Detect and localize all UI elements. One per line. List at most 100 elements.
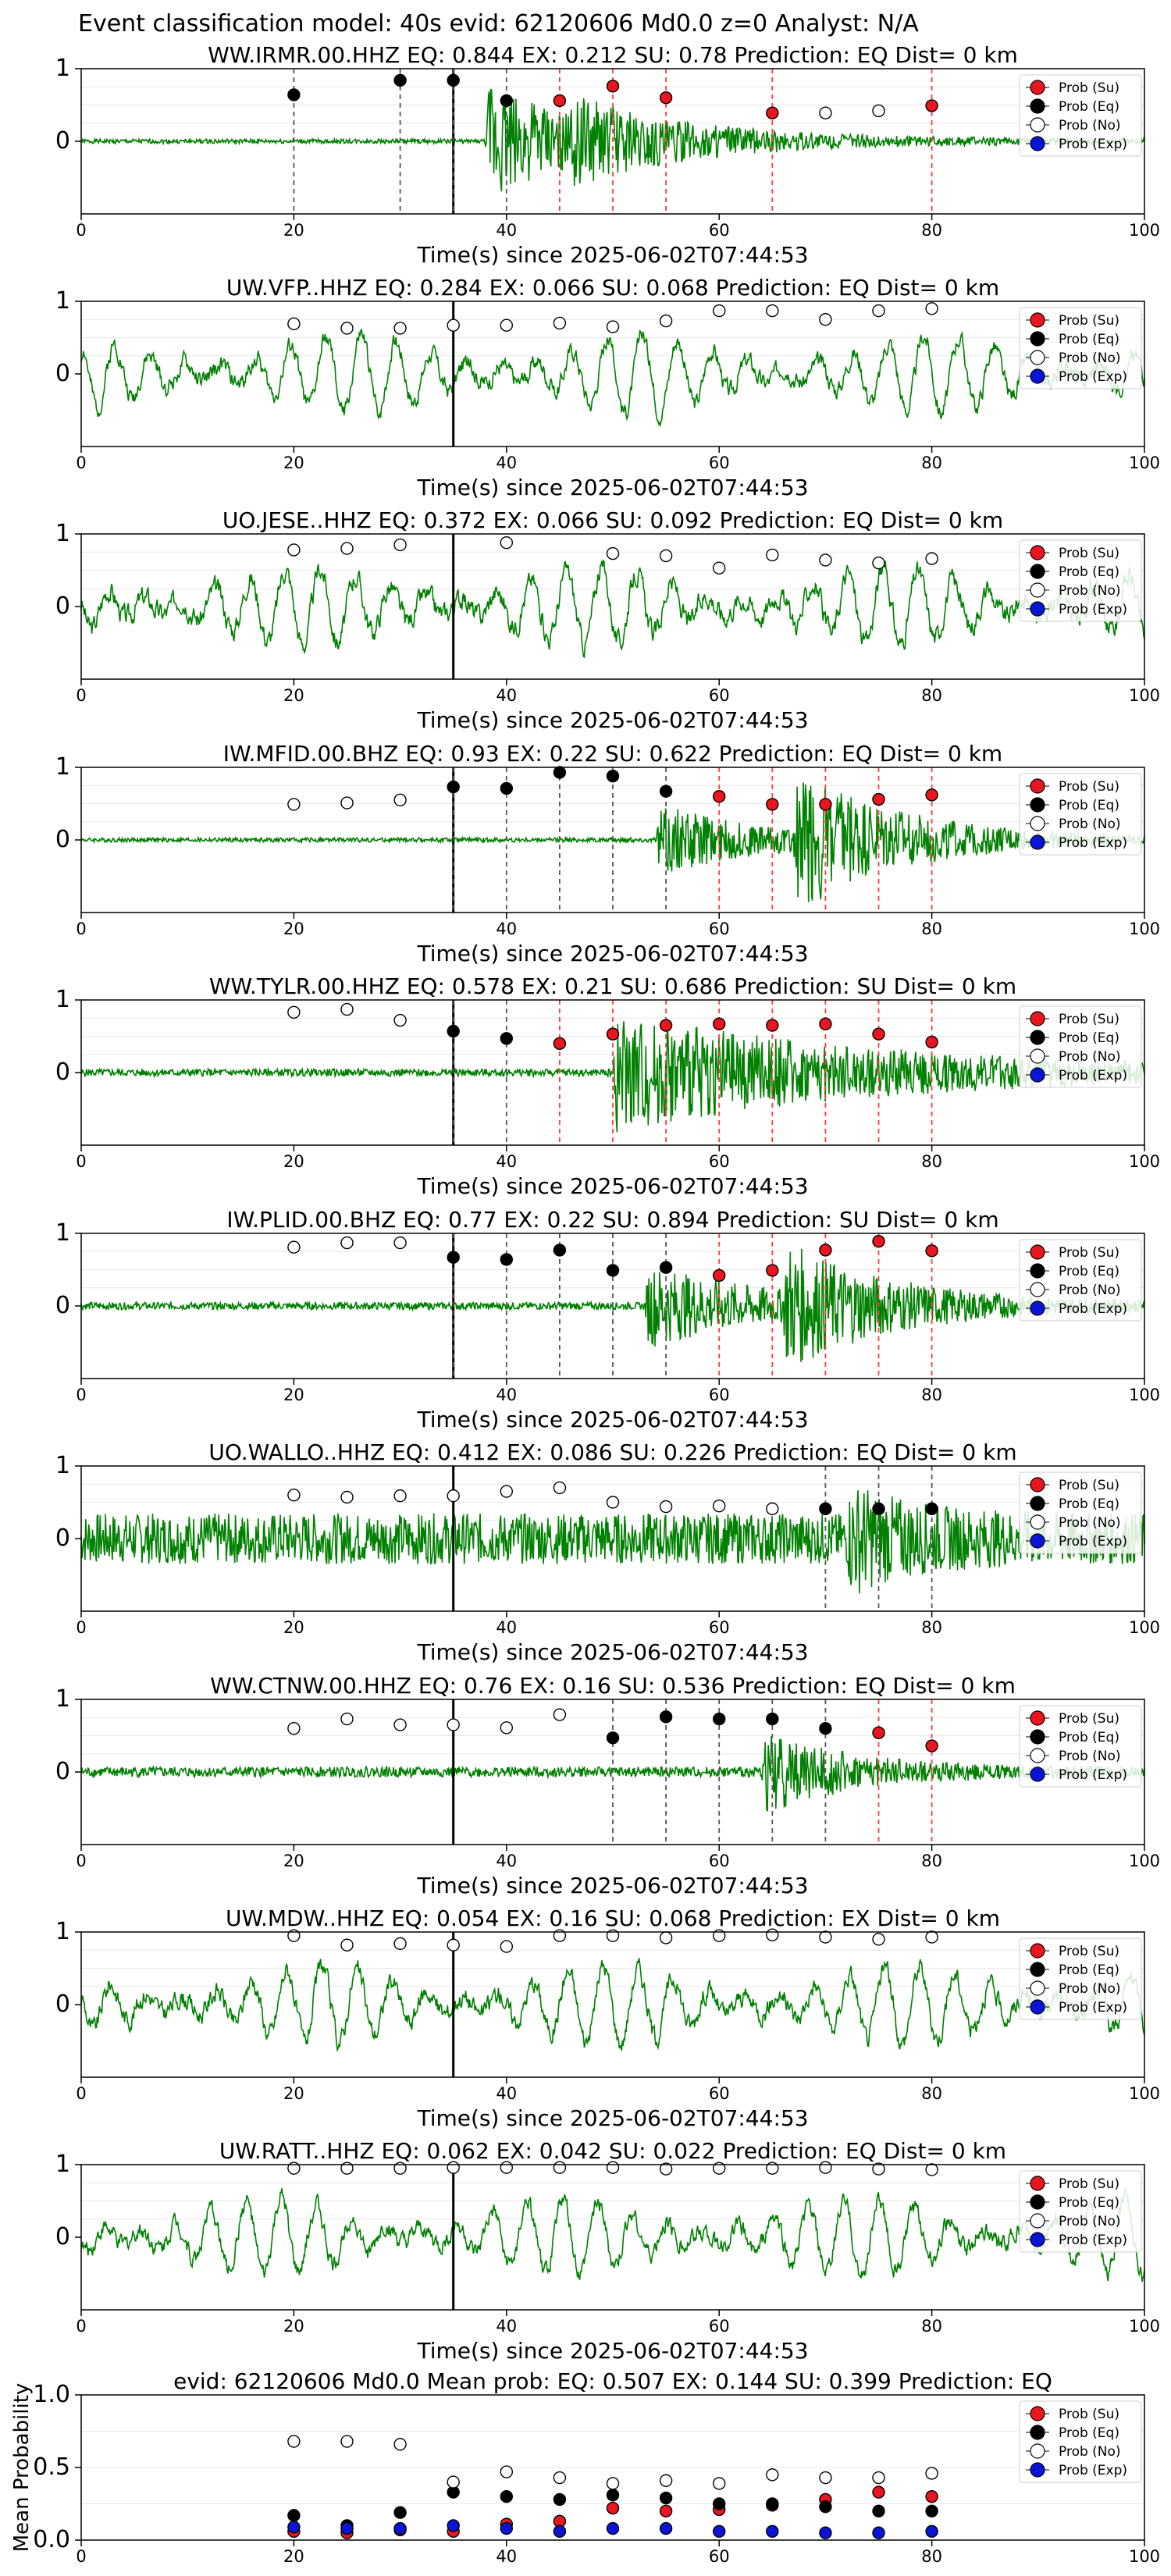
waveform-trace — [80, 1248, 1145, 1362]
mean-marker-eq — [766, 2497, 779, 2510]
panels: WW.IRMR.00.HHZ EQ: 0.844 EX: 0.212 SU: 0… — [10, 42, 1160, 2566]
y-tick-label: 1 — [55, 55, 70, 82]
prob-marker-no — [713, 1499, 726, 1513]
x-tick-label: 40 — [496, 2547, 517, 2566]
prob-marker-no — [287, 1005, 301, 1019]
legend-marker — [1030, 117, 1045, 133]
legend-marker — [1030, 2176, 1045, 2191]
y-tick-label: 1 — [55, 753, 70, 781]
prob-marker-no — [606, 546, 620, 560]
x-tick-label: 60 — [709, 920, 730, 938]
legend-label: Prob (Eq) — [1059, 1496, 1119, 1512]
y-tick-label: 0 — [55, 1525, 70, 1552]
waveform-trace — [80, 88, 1145, 192]
prob-marker-no — [500, 1485, 513, 1498]
x-axis-label: Time(s) since 2025-06-02T07:44:53 — [416, 941, 808, 966]
panel-6: IW.PLID.00.BHZ EQ: 0.77 EX: 0.22 SU: 0.8… — [55, 1207, 1160, 1432]
x-tick-label: 0 — [76, 920, 86, 938]
prob-marker-su — [766, 1019, 779, 1032]
prob-marker-no — [340, 2161, 354, 2175]
prob-marker-eq — [659, 1710, 673, 1724]
legend-label: Prob (No) — [1059, 1981, 1121, 1997]
x-tick-label: 40 — [496, 1152, 517, 1171]
prob-marker-no — [819, 313, 832, 326]
y-tick-label: 0 — [55, 1758, 70, 1785]
legend-box — [1019, 1471, 1142, 1554]
prob-marker-eq — [872, 1502, 885, 1516]
prob-marker-no — [393, 1236, 407, 1250]
prob-marker-no — [447, 2161, 460, 2174]
prob-marker-su — [872, 1235, 885, 1248]
panel-10: UW.RATT..HHZ EQ: 0.062 EX: 0.042 SU: 0.0… — [55, 2138, 1160, 2364]
x-tick-label: 20 — [283, 1152, 304, 1171]
prob-marker-su — [819, 798, 832, 811]
axes-frame — [80, 533, 1145, 680]
x-tick-label: 60 — [709, 1618, 730, 1637]
x-axis-label: Time(s) since 2025-06-02T07:44:53 — [416, 2105, 808, 2131]
mean-marker-eq — [287, 2509, 301, 2522]
prob-marker-no — [872, 1933, 885, 1946]
legend-marker — [1030, 1282, 1045, 1297]
x-tick-label: 0 — [76, 1618, 86, 1637]
x-tick-label: 40 — [496, 2317, 517, 2336]
y-tick-label: 1.0 — [33, 2381, 70, 2408]
prob-marker-no — [925, 2163, 938, 2176]
legend-marker — [1030, 312, 1045, 328]
prob-marker-no — [500, 2161, 513, 2174]
x-tick-label: 20 — [283, 221, 304, 240]
legend-marker — [1030, 834, 1045, 850]
panel-title: UO.JESE..HHZ EQ: 0.372 EX: 0.066 SU: 0.0… — [222, 507, 1003, 533]
legend-label: Prob (Eq) — [1059, 1962, 1119, 1978]
legend-marker — [1030, 1263, 1045, 1279]
legend-marker — [1030, 1999, 1045, 2015]
mean-marker-no — [500, 2465, 513, 2478]
legend-marker — [1030, 1767, 1045, 1782]
legend-label: Prob (Eq) — [1059, 1264, 1119, 1279]
legend-label: Prob (Su) — [1059, 1478, 1119, 1493]
prob-marker-su — [819, 1244, 832, 1257]
legend-marker — [1030, 2443, 1045, 2459]
prob-marker-no — [287, 1240, 301, 1254]
legend-label: Prob (Eq) — [1059, 99, 1119, 115]
legend-label: Prob (Su) — [1059, 2176, 1119, 2192]
prob-marker-eq — [606, 1264, 620, 1277]
legend-marker — [1030, 1067, 1045, 1083]
prob-marker-eq — [553, 766, 567, 779]
x-tick-label: 0 — [76, 454, 86, 472]
prob-marker-no — [393, 1937, 407, 1951]
mean-marker-eq — [872, 2504, 885, 2518]
legend-box — [1019, 773, 1142, 856]
x-tick-label: 80 — [921, 1152, 942, 1171]
prob-marker-no — [340, 1236, 354, 1250]
prob-marker-no — [340, 1938, 354, 1952]
prob-marker-no — [393, 1013, 407, 1027]
legend-marker — [1030, 582, 1045, 598]
axes-frame — [80, 301, 1145, 447]
prob-marker-su — [819, 1017, 832, 1030]
prob-marker-no — [447, 1489, 460, 1503]
panel-1: WW.IRMR.00.HHZ EQ: 0.844 EX: 0.212 SU: 0… — [55, 42, 1160, 268]
prob-marker-no — [606, 2161, 620, 2174]
x-tick-label: 100 — [1129, 1386, 1160, 1404]
legend-label: Prob (No) — [1059, 1515, 1121, 1531]
x-axis-label: Time(s) since 2025-06-02T07:44:53 — [416, 1639, 808, 1665]
prob-marker-no — [500, 535, 513, 550]
legend-marker — [1030, 564, 1045, 579]
prob-marker-no — [340, 1712, 354, 1726]
prob-marker-no — [819, 553, 832, 567]
mean-marker-no — [287, 2435, 301, 2448]
x-axis-label: Time(s) since 2025-06-02T07:44:53 — [416, 242, 808, 268]
legend-label: Prob (Exp) — [1059, 369, 1127, 385]
prob-marker-no — [447, 318, 460, 332]
prob-marker-su — [713, 1268, 726, 1283]
prob-marker-su — [553, 1037, 567, 1051]
mean-marker-exp — [819, 2526, 832, 2539]
legend-marker — [1030, 1300, 1045, 1316]
x-tick-label: 0 — [76, 221, 86, 240]
x-tick-label: 0 — [76, 2317, 86, 2336]
prob-marker-no — [500, 318, 513, 332]
legend-label: Prob (Exp) — [1059, 2463, 1127, 2478]
legend-marker — [1030, 797, 1045, 813]
x-axis-label: Time(s) since 2025-06-02T07:44:53 — [416, 1407, 808, 1432]
